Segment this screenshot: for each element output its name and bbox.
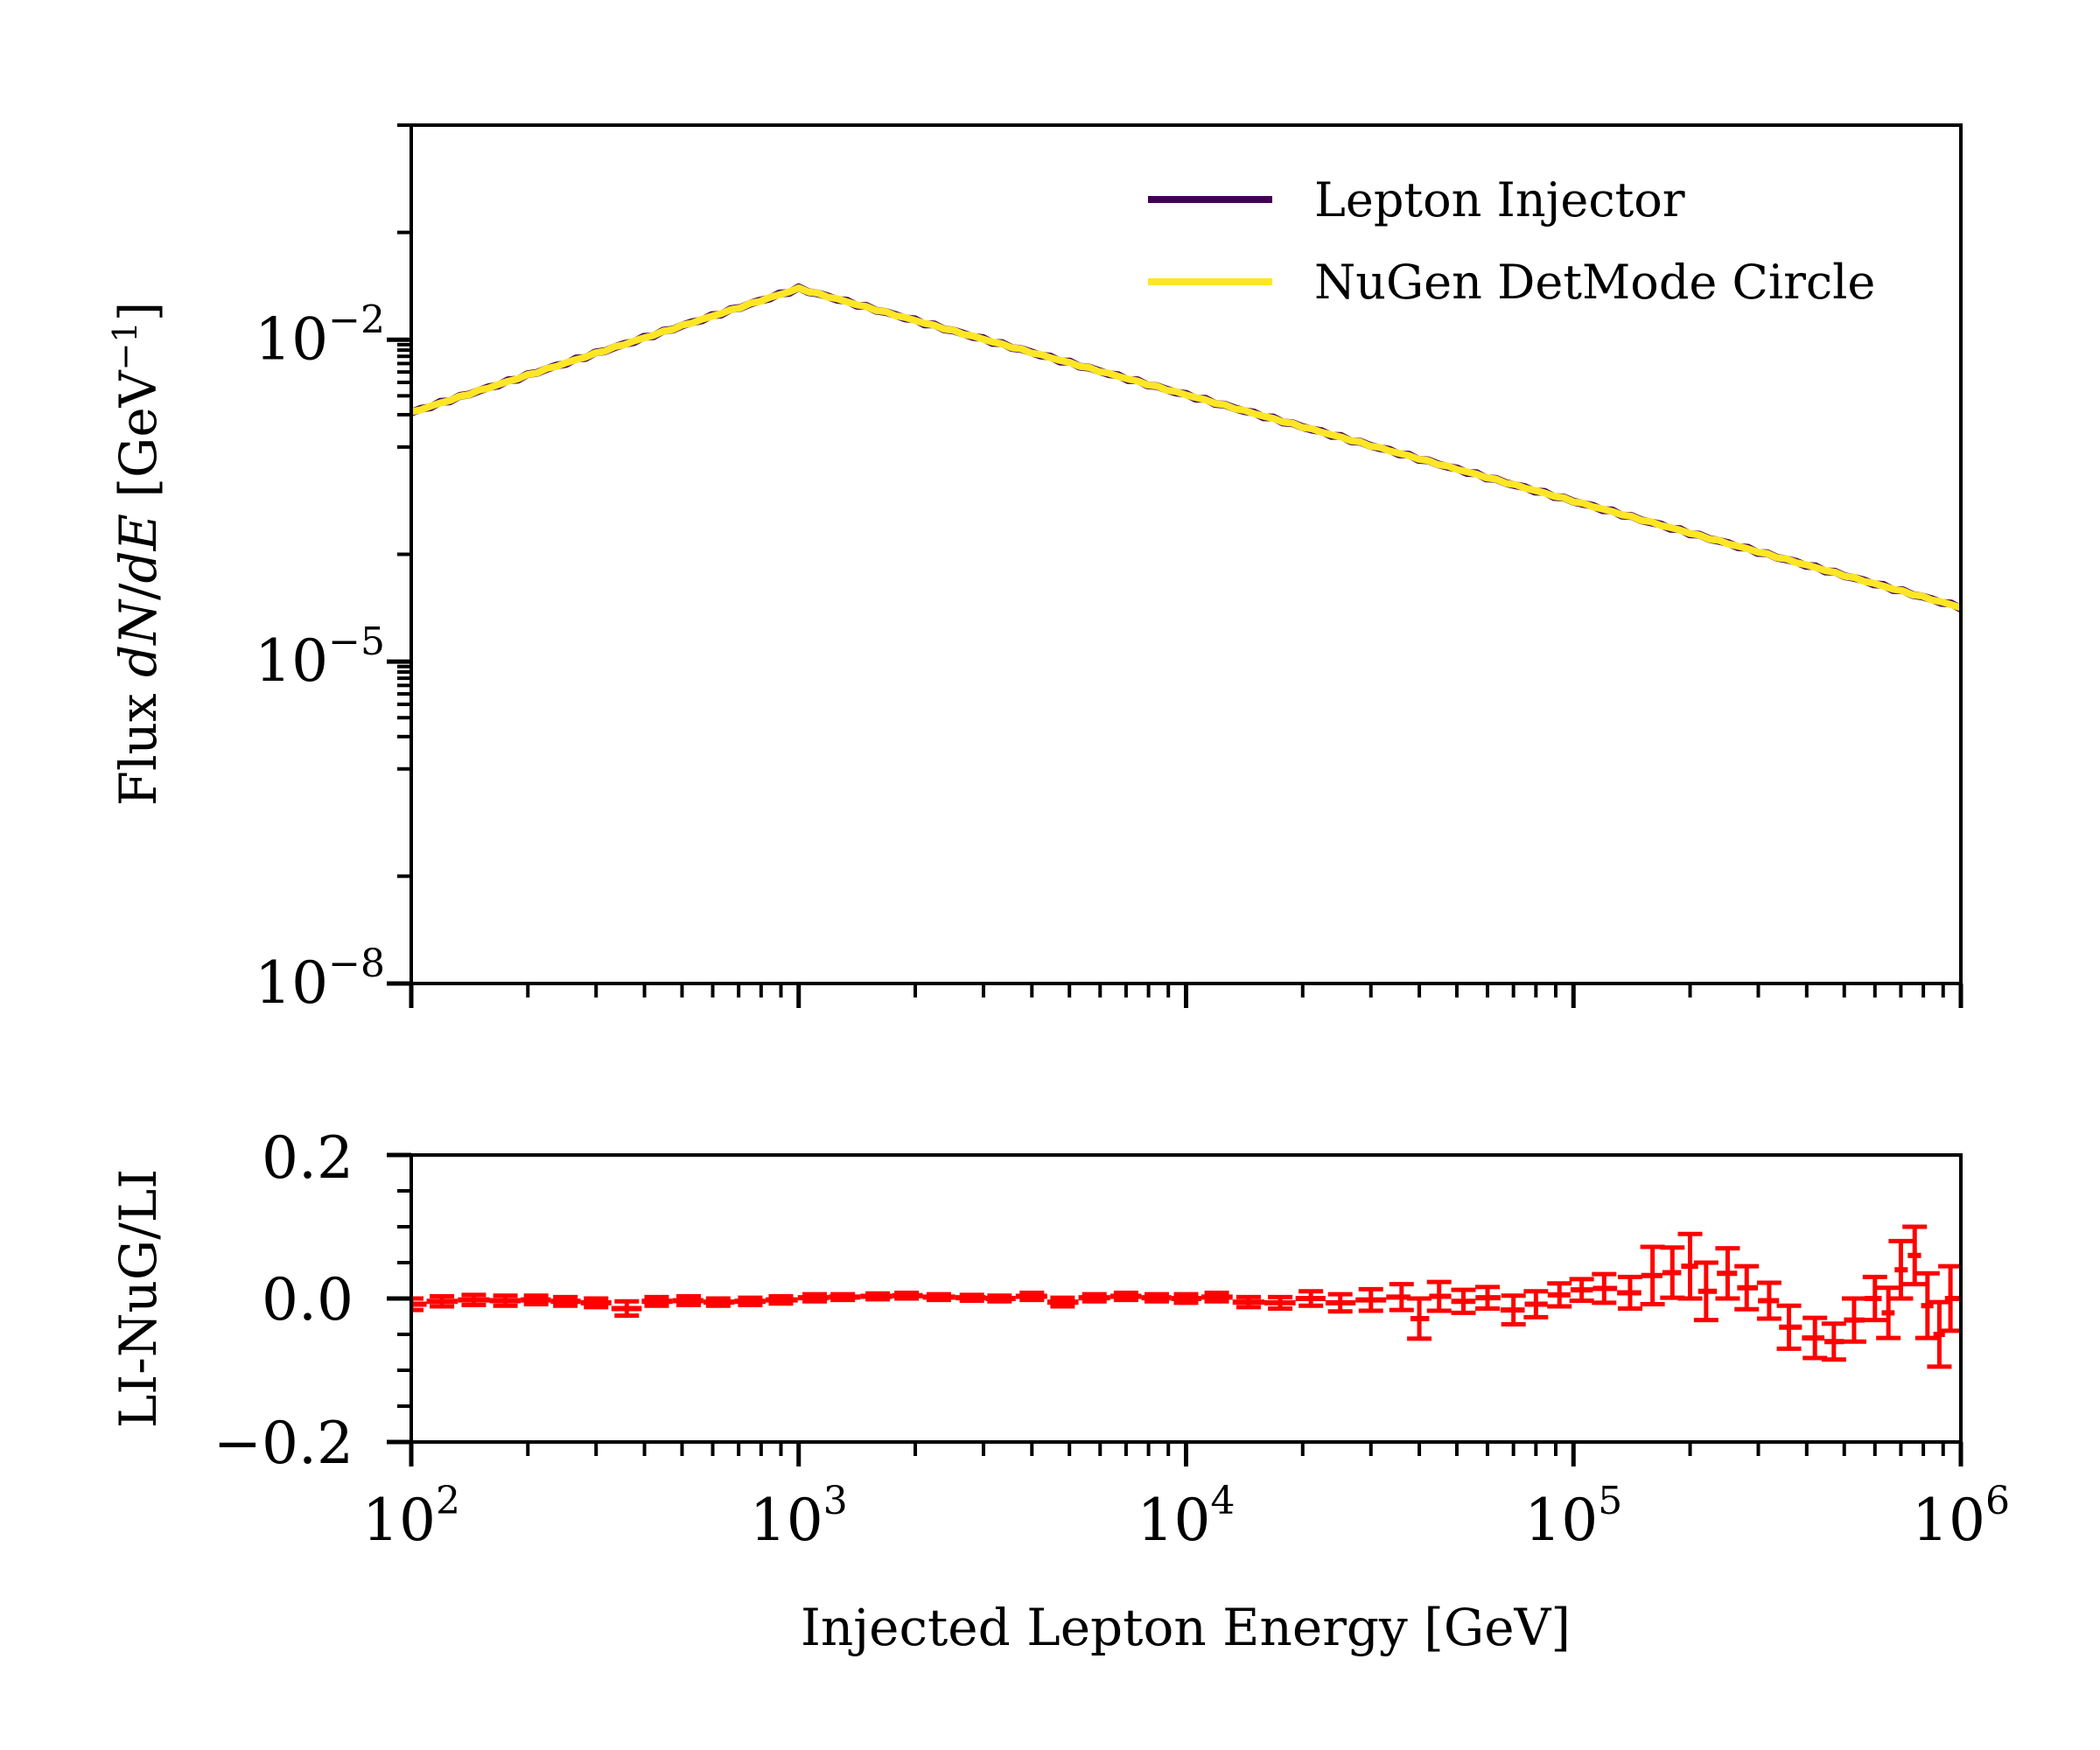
ratio-errorbar-point bbox=[1938, 1264, 1961, 1334]
x-tick-label-3: 105 bbox=[1524, 1479, 1622, 1554]
ratio-errorbar-point bbox=[1407, 1296, 1432, 1341]
ratio-errorbar-point bbox=[1677, 1231, 1703, 1301]
ratio-errorbar-point bbox=[1232, 1294, 1265, 1310]
legend-label-lepton-injector: Lepton Injector bbox=[1314, 172, 1685, 228]
x-axis-label: Injected Lepton Energy [GeV] bbox=[801, 1598, 1571, 1657]
x-tick-label-0: 102 bbox=[362, 1479, 460, 1554]
ratio-errorbar-point bbox=[1592, 1271, 1618, 1306]
flux-y-tick-label-1: 10−5 bbox=[255, 620, 385, 695]
ratio-errorbar-point bbox=[1475, 1284, 1501, 1311]
ratio-errorbar-point bbox=[1862, 1274, 1887, 1323]
ratio-errorbar-point bbox=[1078, 1292, 1110, 1304]
ratio-y-axis-label: LI-NuG/LI bbox=[108, 1169, 168, 1428]
flux-series-group bbox=[411, 283, 1961, 612]
ratio-errorbar-point bbox=[426, 1294, 458, 1309]
flux-panel: 10−2 10−5 10−8 Flux dN/dE [GeV−1] Lepton I… bbox=[106, 123, 1964, 1017]
ratio-errorbar-point bbox=[1734, 1264, 1760, 1312]
ratio-errorbar-point bbox=[1547, 1281, 1572, 1309]
legend: Lepton Injector NuGen DetMode Circle bbox=[1148, 172, 1875, 310]
ratio-errorbar-point bbox=[829, 1292, 861, 1303]
ratio-errorbar-point bbox=[1295, 1289, 1326, 1308]
x-tick-label-2: 104 bbox=[1138, 1479, 1236, 1554]
ratio-errorbar-point bbox=[458, 1292, 490, 1307]
ratio-errorbar-point bbox=[1660, 1245, 1685, 1300]
ratio-errorbar-point bbox=[1756, 1280, 1782, 1321]
ratio-errorbar-point bbox=[1902, 1224, 1928, 1287]
ratio-errorbar-point bbox=[550, 1294, 581, 1308]
x-tick-label-4: 106 bbox=[1912, 1479, 2010, 1554]
ratio-y-ticks bbox=[387, 1152, 411, 1445]
ratio-errorbar-point bbox=[1500, 1293, 1526, 1327]
ratio-errorbar-point bbox=[1617, 1274, 1642, 1311]
ratio-errorbar-point bbox=[955, 1292, 986, 1303]
ratio-y-tick-label-0: 0.2 bbox=[262, 1124, 354, 1192]
ratio-errorbar-point bbox=[1386, 1282, 1414, 1312]
ratio-errorbar-point bbox=[985, 1293, 1016, 1304]
ratio-y-tick-label-1: 0.0 bbox=[262, 1266, 354, 1334]
ratio-errorbar-point bbox=[1201, 1290, 1233, 1304]
ratio-errorbars-group bbox=[411, 1224, 1961, 1369]
ratio-errorbar-point bbox=[1776, 1303, 1802, 1351]
ratio-errorbar-point bbox=[1569, 1277, 1594, 1303]
flux-y-tick-labels: 10−2 10−5 10−8 bbox=[255, 298, 385, 1017]
ratio-errorbar-point bbox=[1110, 1290, 1142, 1303]
ratio-errorbar-point bbox=[1355, 1286, 1387, 1313]
ratio-x-tick-labels: 102 103 104 105 106 bbox=[362, 1479, 2010, 1554]
ratio-errorbar-point bbox=[797, 1292, 830, 1304]
ratio-errorbar-point bbox=[1426, 1279, 1452, 1313]
ratio-errorbar-point bbox=[892, 1290, 923, 1301]
ratio-errorbar-point bbox=[489, 1293, 522, 1308]
ratio-errorbar-point bbox=[1715, 1246, 1740, 1301]
ratio-errorbar-point bbox=[580, 1296, 612, 1310]
ratio-errorbar-point bbox=[1141, 1292, 1172, 1304]
ratio-errorbar-point bbox=[1451, 1287, 1476, 1315]
flux-series-line-nugen-detmode-circle bbox=[411, 284, 1961, 612]
ratio-errorbar-point bbox=[1264, 1294, 1296, 1311]
ratio-errorbar-point bbox=[1841, 1296, 1866, 1344]
ratio-errorbar-point bbox=[1927, 1299, 1952, 1369]
ratio-errorbar-point bbox=[922, 1292, 956, 1303]
ratio-errorbar-point bbox=[734, 1295, 766, 1307]
flux-y-axis-label: Flux dN/dE [GeV−1] bbox=[106, 302, 168, 806]
ratio-errorbar-point bbox=[1876, 1285, 1901, 1340]
ratio-errorbar-point bbox=[703, 1296, 735, 1308]
ratio-errorbar-point bbox=[672, 1294, 704, 1307]
ratio-errorbar-point bbox=[521, 1293, 551, 1307]
ratio-errorbar-point bbox=[1046, 1295, 1079, 1309]
flux-y-ticks bbox=[387, 123, 411, 986]
ratio-panel: 102 103 104 105 106 0.2 0.0 −0.2 LI-NuG/LI I… bbox=[108, 1124, 2010, 1657]
ratio-errorbar-point bbox=[860, 1291, 892, 1302]
ratio-errorbar-point bbox=[641, 1294, 673, 1308]
ratio-errorbar-point bbox=[1015, 1290, 1047, 1303]
ratio-errorbar-point bbox=[1914, 1270, 1940, 1340]
ratio-errorbar-point bbox=[611, 1298, 642, 1319]
ratio-errorbar-point bbox=[765, 1294, 798, 1306]
ratio-errorbar-point bbox=[1523, 1289, 1549, 1320]
ratio-errorbar-point bbox=[1693, 1260, 1718, 1323]
flux-y-tick-label-2: 10−8 bbox=[255, 942, 385, 1017]
ratio-y-tick-label-2: −0.2 bbox=[214, 1410, 354, 1477]
x-tick-label-1: 103 bbox=[750, 1479, 848, 1554]
legend-label-nugen-detmode-circle: NuGen DetMode Circle bbox=[1314, 255, 1875, 310]
ratio-errorbar-point bbox=[1171, 1292, 1202, 1306]
ratio-errorbar-point bbox=[1821, 1321, 1846, 1362]
ratio-errorbar-point bbox=[1325, 1292, 1356, 1314]
flux-x-ticks bbox=[409, 984, 1964, 1008]
flux-y-tick-label-0: 10−2 bbox=[255, 298, 385, 373]
ratio-errorbar-point bbox=[1888, 1238, 1914, 1301]
ratio-x-ticks bbox=[409, 1442, 1964, 1466]
